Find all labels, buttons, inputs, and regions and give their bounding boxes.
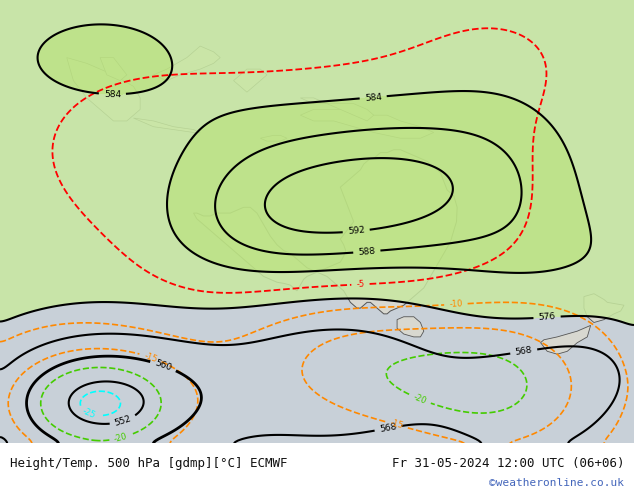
Text: 584: 584 xyxy=(104,90,121,99)
Text: ©weatheronline.co.uk: ©weatheronline.co.uk xyxy=(489,478,624,488)
Text: 568: 568 xyxy=(515,346,533,357)
Polygon shape xyxy=(193,150,457,314)
Text: Fr 31-05-2024 12:00 UTC (06+06): Fr 31-05-2024 12:00 UTC (06+06) xyxy=(392,458,624,470)
Text: 568: 568 xyxy=(378,422,398,434)
Polygon shape xyxy=(100,58,127,81)
Text: 588: 588 xyxy=(358,246,376,257)
Text: Height/Temp. 500 hPa [gdmp][°C] ECMWF: Height/Temp. 500 hPa [gdmp][°C] ECMWF xyxy=(10,458,287,470)
Text: -20: -20 xyxy=(113,432,129,443)
Polygon shape xyxy=(397,317,424,337)
Text: -20: -20 xyxy=(412,392,428,406)
Polygon shape xyxy=(541,325,591,354)
Text: -15: -15 xyxy=(389,418,404,431)
Polygon shape xyxy=(584,294,624,322)
Polygon shape xyxy=(67,58,140,121)
Text: 592: 592 xyxy=(347,226,365,237)
Text: 584: 584 xyxy=(365,92,382,102)
Text: -5: -5 xyxy=(356,280,365,289)
Text: 560: 560 xyxy=(153,359,173,373)
Text: -25: -25 xyxy=(81,407,97,420)
Text: 576: 576 xyxy=(538,312,556,322)
Polygon shape xyxy=(301,98,373,121)
Text: 552: 552 xyxy=(113,414,133,428)
Polygon shape xyxy=(301,109,434,138)
Text: -10: -10 xyxy=(449,299,463,309)
Polygon shape xyxy=(261,135,287,141)
Polygon shape xyxy=(233,69,267,92)
Polygon shape xyxy=(153,46,220,81)
Text: -15: -15 xyxy=(143,351,158,364)
Polygon shape xyxy=(134,118,200,132)
